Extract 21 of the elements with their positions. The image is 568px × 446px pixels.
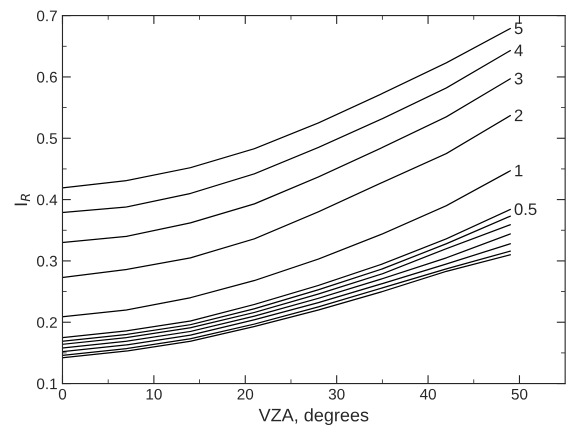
- x-tick-label: 0: [58, 388, 66, 400]
- series-label: 2: [514, 109, 522, 122]
- y-tick-label: 0.7: [36, 10, 57, 22]
- y-tick-label: 0.1: [36, 378, 57, 390]
- x-tick-label: 20: [238, 388, 254, 400]
- x-tick-label: 50: [512, 388, 528, 400]
- x-axis-title: VZA, degrees: [258, 408, 368, 426]
- x-tick-label: 30: [328, 388, 345, 400]
- y-tick-label: 0.3: [36, 256, 57, 267]
- y-tick-label: 0.6: [36, 72, 57, 83]
- y-tick-label: 0.5: [36, 133, 57, 144]
- series-label: 1: [515, 164, 522, 176]
- y-axis-title: I$_{R}$: [14, 194, 30, 206]
- series-label: 0.5: [514, 203, 536, 216]
- series-label: 5: [514, 22, 523, 34]
- y-tick-label: 0.2: [36, 317, 57, 328]
- x-tick-label: 10: [146, 388, 162, 400]
- y-tick-label: 0.4: [36, 194, 58, 206]
- series-label: 3: [514, 72, 523, 84]
- series-label: 4: [514, 44, 523, 56]
- x-tick-label: 40: [420, 388, 436, 400]
